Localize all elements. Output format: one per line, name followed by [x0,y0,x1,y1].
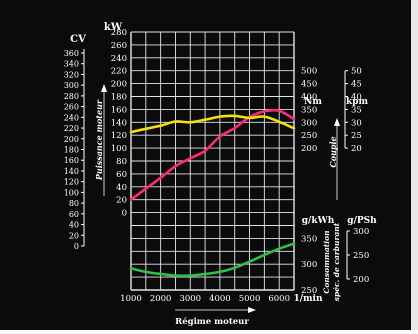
x-tick-label: 2000 [150,294,172,304]
kw-tick-label: 20 [116,196,127,206]
cv-tick-label: 100 [64,188,79,197]
cv-tick-label: 0 [74,242,79,251]
kpm-tick-label: 40 [351,93,362,103]
cv-tick-label: 360 [64,49,79,58]
kpm-tick-label: 35 [351,105,362,115]
torque-curve [129,114,296,134]
x-axis-title: Régime moteur [175,316,249,327]
cv-tick-label: 60 [69,210,79,219]
cv-tick-label: 340 [64,60,79,69]
cv-tick-label: 240 [64,113,79,122]
chart-frame-edge [411,0,418,330]
kw-tick-label: 80 [116,157,127,167]
cv-tick-label: 220 [64,124,79,133]
kw-tick-label: 200 [111,80,127,90]
cv-tick-label: 80 [69,199,79,208]
kw-tick-label: 220 [111,67,127,77]
gkwh-tick-label: 250 [301,286,317,296]
cv-tick-label: 40 [69,221,79,230]
x-tick-label: 6000 [268,294,290,304]
gpsh-unit-label: g/PSh [347,216,377,226]
nm-tick-label: 500 [301,67,317,77]
gpsh-axis-title: spéc. de carburant [332,222,341,301]
x-unit-label: 1/min [293,294,322,304]
gpsh-tick-label: 200 [353,275,369,285]
cv-axis-title: Puissance moteur [94,99,104,181]
cv-tick-label: 300 [64,81,79,90]
x-tick-label: 5000 [239,294,261,304]
cv-tick-label: 180 [64,146,79,155]
kw-tick-label: 160 [111,105,127,115]
power-curve [129,108,296,201]
x-title-arrow-head [248,307,256,313]
gpsh-tick-label: 250 [353,251,369,261]
kw-tick-label: 260 [111,41,127,51]
nm-tick-label: 250 [301,131,317,141]
kpm-tick-label: 30 [351,118,362,128]
kw-tick-label: 240 [111,54,127,64]
x-tick-label: 1000 [120,294,142,304]
kw-unit-label: kW [104,22,123,33]
x-tick-label: 4000 [209,294,231,304]
cv-tick-label: 140 [64,167,79,176]
nm-tick-label: 350 [301,105,317,115]
nm-tick-label: 450 [301,80,317,90]
kw-tick-label: 120 [111,131,127,141]
kpm-tick-label: 25 [351,131,362,141]
nm-axis-title: Couple [328,136,338,167]
gkwh-unit-label: g/kWh [302,216,335,226]
kpm-unit-label: kpm [346,97,369,107]
nm-tick-label: 400 [301,93,317,103]
cv-tick-label: 120 [64,178,79,187]
nm-title-arrow-head [334,118,340,126]
x-tick-label: 3000 [179,294,201,304]
kw-tick-label: 60 [116,170,127,180]
grid-layer [130,31,295,291]
cv-tick-label: 200 [64,135,79,144]
nm-tick-label: 300 [301,118,317,128]
cv-tick-label: 320 [64,70,79,79]
kw-tick-label: 280 [111,28,127,38]
gpsh-tick-label: 300 [353,227,369,237]
cv-tick-label: 280 [64,92,79,101]
cv-tick-label: 160 [64,156,79,165]
kw-tick-label: 180 [111,93,127,103]
consumption-curve [129,242,296,278]
kw-tick-label: 140 [111,118,127,128]
kpm-tick-label: 45 [351,80,362,90]
gkwh-tick-label: 350 [301,234,317,244]
axes-layer: 0204060801001201401601802002202402602800… [64,28,369,313]
kw-tick-label: 0 [122,209,127,219]
series-layer [129,108,296,278]
kpm-tick-label: 50 [351,67,362,77]
nm-tick-label: 200 [301,144,317,154]
cv-tick-label: 260 [64,103,79,112]
cv-tick-label: 20 [69,231,79,240]
cv-unit-label: CV [70,34,86,45]
cv-title-arrow-head [101,84,107,92]
kpm-tick-label: 20 [351,144,362,154]
gkwh-axis-title: Consommation [322,230,331,293]
nm-unit-label: Nm [304,97,322,107]
gkwh-tick-label: 300 [301,260,317,270]
kw-tick-label: 100 [111,144,127,154]
kw-tick-label: 40 [116,183,127,193]
